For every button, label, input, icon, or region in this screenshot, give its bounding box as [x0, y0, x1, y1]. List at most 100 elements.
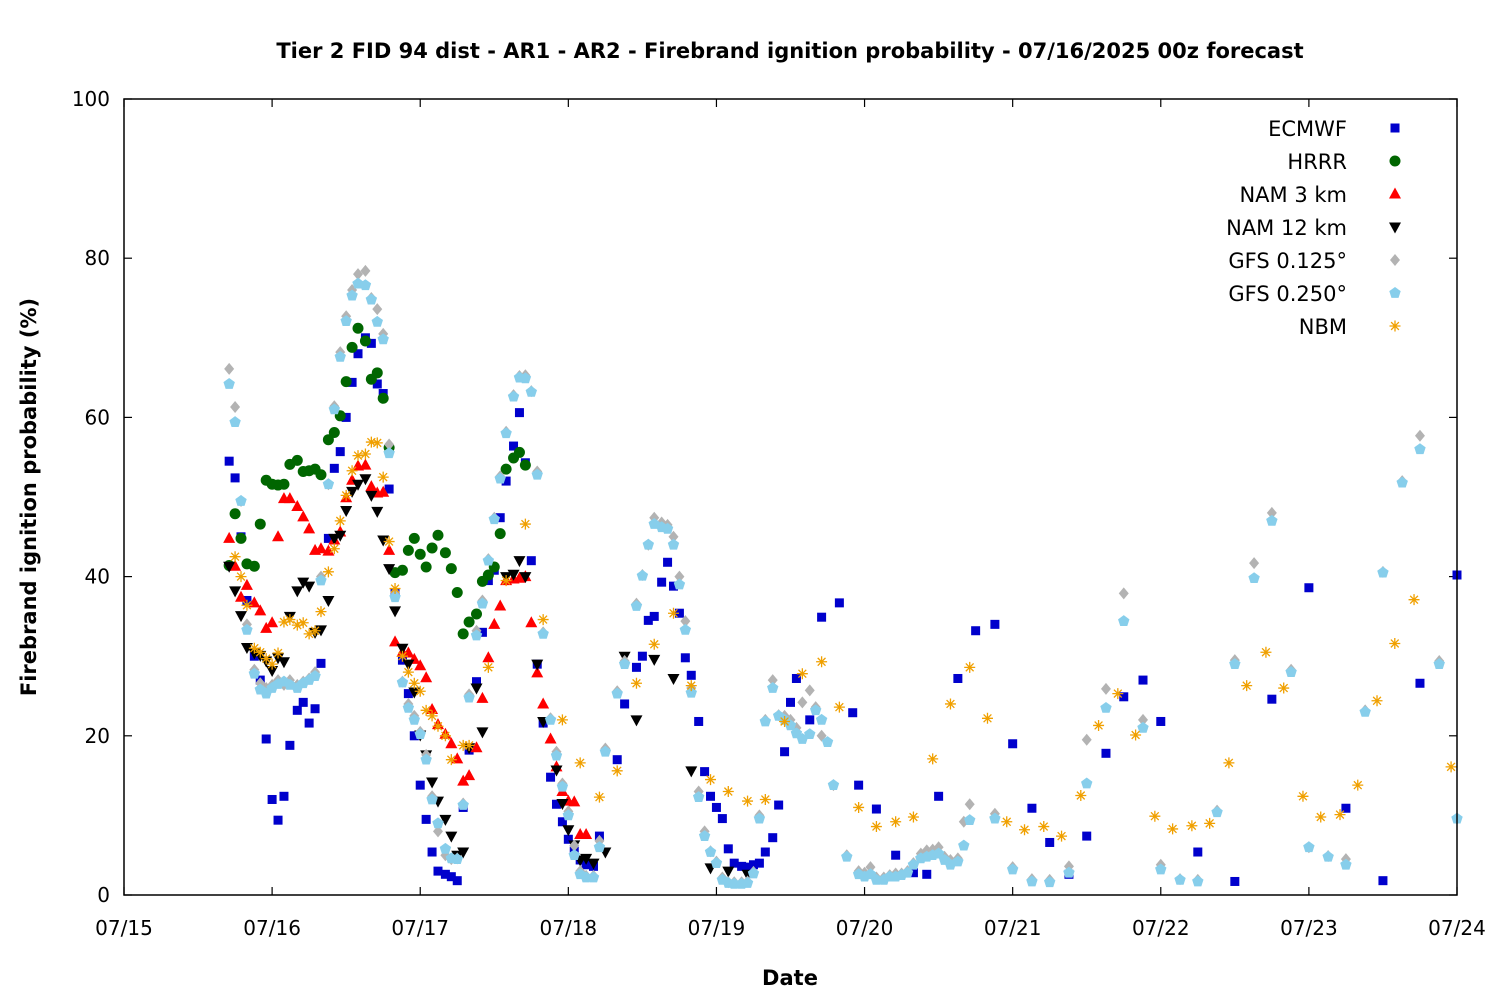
point-hrrr	[463, 616, 475, 628]
point-nbm	[1093, 719, 1105, 731]
point-nam-12-km	[328, 533, 341, 545]
point-hrrr	[359, 335, 371, 347]
point-gfs-0-250	[1026, 875, 1038, 887]
point-gfs-0-250	[1303, 841, 1315, 853]
point-nbm	[556, 714, 568, 726]
point-nbm	[593, 791, 605, 803]
point-gfs-0-250	[611, 687, 623, 699]
point-gfs-0-125	[680, 615, 691, 628]
point-ecmwf	[817, 612, 827, 622]
point-ecmwf	[631, 662, 641, 672]
point-gfs-0-250	[1137, 721, 1149, 733]
point-gfs-0-250	[1433, 658, 1445, 670]
point-gfs-0-250	[661, 522, 674, 534]
point-ecmwf	[760, 847, 770, 857]
point-ecmwf	[1378, 876, 1388, 886]
point-nam-12-km	[266, 666, 279, 678]
point-ecmwf	[805, 715, 815, 725]
point-hrrr	[420, 561, 432, 573]
point-ecmwf	[563, 834, 573, 844]
legend-label: NBM	[1299, 315, 1347, 339]
point-ecmwf	[1304, 583, 1314, 593]
point-gfs-0-125	[1414, 429, 1425, 442]
point-ecmwf	[329, 463, 339, 473]
point-nbm	[1186, 820, 1198, 832]
point-ecmwf	[706, 791, 716, 801]
point-gfs-0-125	[1118, 587, 1129, 600]
point-nbm	[463, 739, 475, 751]
point-nam-3-km	[482, 651, 495, 663]
point-nbm	[742, 795, 754, 807]
point-ecmwf	[279, 791, 289, 801]
point-ecmwf	[871, 804, 881, 814]
point-nam-3-km	[402, 646, 415, 658]
point-ecmwf	[780, 747, 790, 757]
legend-label: ECMWF	[1268, 117, 1347, 141]
point-nam-12-km	[223, 561, 236, 573]
point-nam-12-km	[667, 673, 680, 685]
point-ecmwf	[643, 615, 653, 625]
point-gfs-0-250	[451, 853, 463, 865]
point-gfs-0-125	[569, 839, 580, 852]
point-nbm	[1352, 779, 1364, 791]
point-ecmwf	[1193, 847, 1203, 857]
point-nbm	[870, 821, 882, 833]
point-gfs-0-125	[674, 570, 685, 583]
point-gfs-0-250	[389, 591, 401, 603]
point-nam-12-km	[550, 765, 563, 777]
point-gfs-0-250	[815, 713, 828, 725]
y-tick-label: 80	[85, 246, 110, 270]
point-nbm	[853, 801, 865, 813]
point-gfs-0-250	[396, 676, 409, 688]
point-nbm	[796, 668, 808, 680]
point-ecmwf	[433, 866, 443, 876]
point-nbm	[705, 774, 717, 786]
point-nam-3-km	[420, 671, 433, 683]
point-ecmwf	[472, 677, 482, 687]
point-gfs-0-250	[907, 858, 920, 870]
point-nam-12-km	[408, 687, 421, 699]
point-ecmwf	[1101, 748, 1111, 758]
point-nbm	[383, 536, 395, 548]
point-nbm	[291, 619, 303, 631]
point-ecmwf	[1045, 837, 1055, 847]
point-gfs-0-250	[340, 315, 352, 326]
point-ecmwf	[1230, 876, 1240, 886]
point-nbm	[833, 701, 845, 713]
point-nam-3-km	[537, 697, 550, 709]
point-gfs-0-250	[531, 468, 543, 480]
point-gfs-0-250	[408, 713, 420, 725]
point-ecmwf	[700, 767, 710, 777]
point-ecmwf	[848, 708, 858, 718]
point-ecmwf	[971, 626, 981, 636]
y-tick-label: 0	[97, 883, 110, 907]
point-ecmwf	[674, 608, 684, 618]
point-gfs-0-250	[1043, 876, 1056, 888]
point-nbm	[420, 704, 432, 716]
point-gfs-0-250	[1118, 615, 1130, 627]
x-tick-label: 07/23	[1280, 916, 1338, 940]
point-ecmwf	[748, 860, 758, 870]
point-ecmwf	[551, 799, 561, 809]
point-gfs-0-250	[804, 728, 816, 740]
point-hrrr	[229, 508, 241, 520]
point-hrrr	[346, 341, 358, 353]
point-ecmwf	[372, 379, 382, 389]
point-ecmwf	[990, 619, 1000, 629]
point-gfs-0-125	[384, 438, 395, 451]
point-nam-12-km	[235, 611, 248, 623]
point-ecmwf	[1027, 803, 1037, 813]
point-gfs-0-250	[1006, 863, 1019, 875]
point-hrrr	[494, 528, 506, 540]
point-nam-12-km	[507, 569, 520, 581]
point-ecmwf	[680, 653, 690, 663]
point-nam-3-km	[266, 616, 279, 628]
point-nam-12-km	[470, 683, 483, 695]
plot-points	[223, 264, 1463, 889]
point-nam-3-km	[235, 590, 248, 602]
point-ecmwf	[495, 513, 505, 523]
point-nam-12-km	[439, 814, 452, 826]
point-gfs-0-250	[328, 403, 341, 415]
point-hrrr	[371, 367, 383, 379]
point-gfs-0-250	[618, 658, 631, 670]
